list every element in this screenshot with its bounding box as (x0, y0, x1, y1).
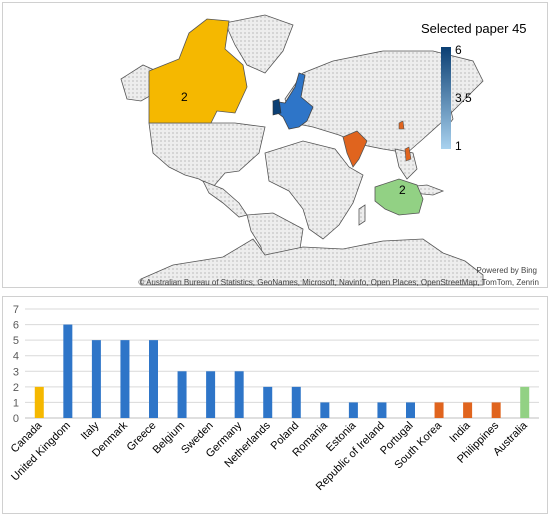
y-tick-label: 3 (13, 366, 19, 378)
land-central-america (202, 180, 248, 218)
bar (520, 386, 530, 418)
bar (234, 371, 244, 418)
legend-min-label: 1 (455, 139, 462, 153)
land-africa (264, 140, 364, 240)
region-europe (272, 72, 314, 130)
bar (91, 340, 101, 418)
region-label-australia: 2 (399, 183, 406, 197)
x-tick-label: Italy (79, 419, 102, 442)
x-tick-label: India (447, 419, 473, 445)
bar (291, 386, 301, 418)
y-tick-label: 6 (13, 320, 19, 332)
region-uk (272, 98, 282, 116)
y-tick-label: 2 (13, 382, 19, 394)
world-map: 2 2 (120, 14, 484, 286)
bar (463, 402, 473, 418)
map-attribution: © Australian Bureau of Statistics, GeoNa… (138, 278, 539, 287)
region-south-korea (398, 120, 405, 130)
land-madagascar (358, 204, 366, 226)
land-eurasia (284, 50, 484, 154)
bar (34, 386, 44, 418)
land-usa (148, 122, 266, 188)
bar (491, 402, 501, 418)
region-canada (148, 18, 248, 124)
bar (434, 402, 444, 418)
bar (320, 402, 330, 418)
powered-by-bing: Powered by Bing (476, 266, 537, 275)
y-tick-label: 0 (13, 413, 19, 425)
bar-chart-panel: 0 1 2 3 4 5 6 7 Canada United Kingdom Italy Denmark… (2, 296, 548, 514)
bar (63, 324, 73, 418)
bar (406, 402, 415, 418)
region-australia (374, 178, 424, 216)
legend-mid-label: 3.5 (455, 91, 472, 105)
map-title: Selected paper 45 (421, 21, 527, 36)
region-label-canada: 2 (181, 90, 188, 104)
bar (263, 386, 273, 418)
bar (120, 340, 130, 418)
bar (377, 402, 387, 418)
bar (348, 402, 358, 418)
region-philippines (404, 146, 412, 162)
legend-color-scale (441, 47, 451, 149)
region-india (342, 130, 368, 168)
land-antarctica (140, 238, 484, 286)
world-map-panel: 2 2 Selected paper 45 6 3.5 1 Powered by… (2, 2, 548, 288)
land-greenland (224, 14, 294, 74)
legend-max-label: 6 (455, 43, 462, 57)
y-tick-label: 1 (13, 397, 19, 409)
bar (206, 371, 216, 418)
y-tick-label: 7 (13, 304, 19, 316)
y-tick-label: 4 (13, 351, 19, 363)
bar (177, 371, 187, 418)
bar (149, 340, 158, 418)
y-tick-label: 5 (13, 335, 19, 347)
